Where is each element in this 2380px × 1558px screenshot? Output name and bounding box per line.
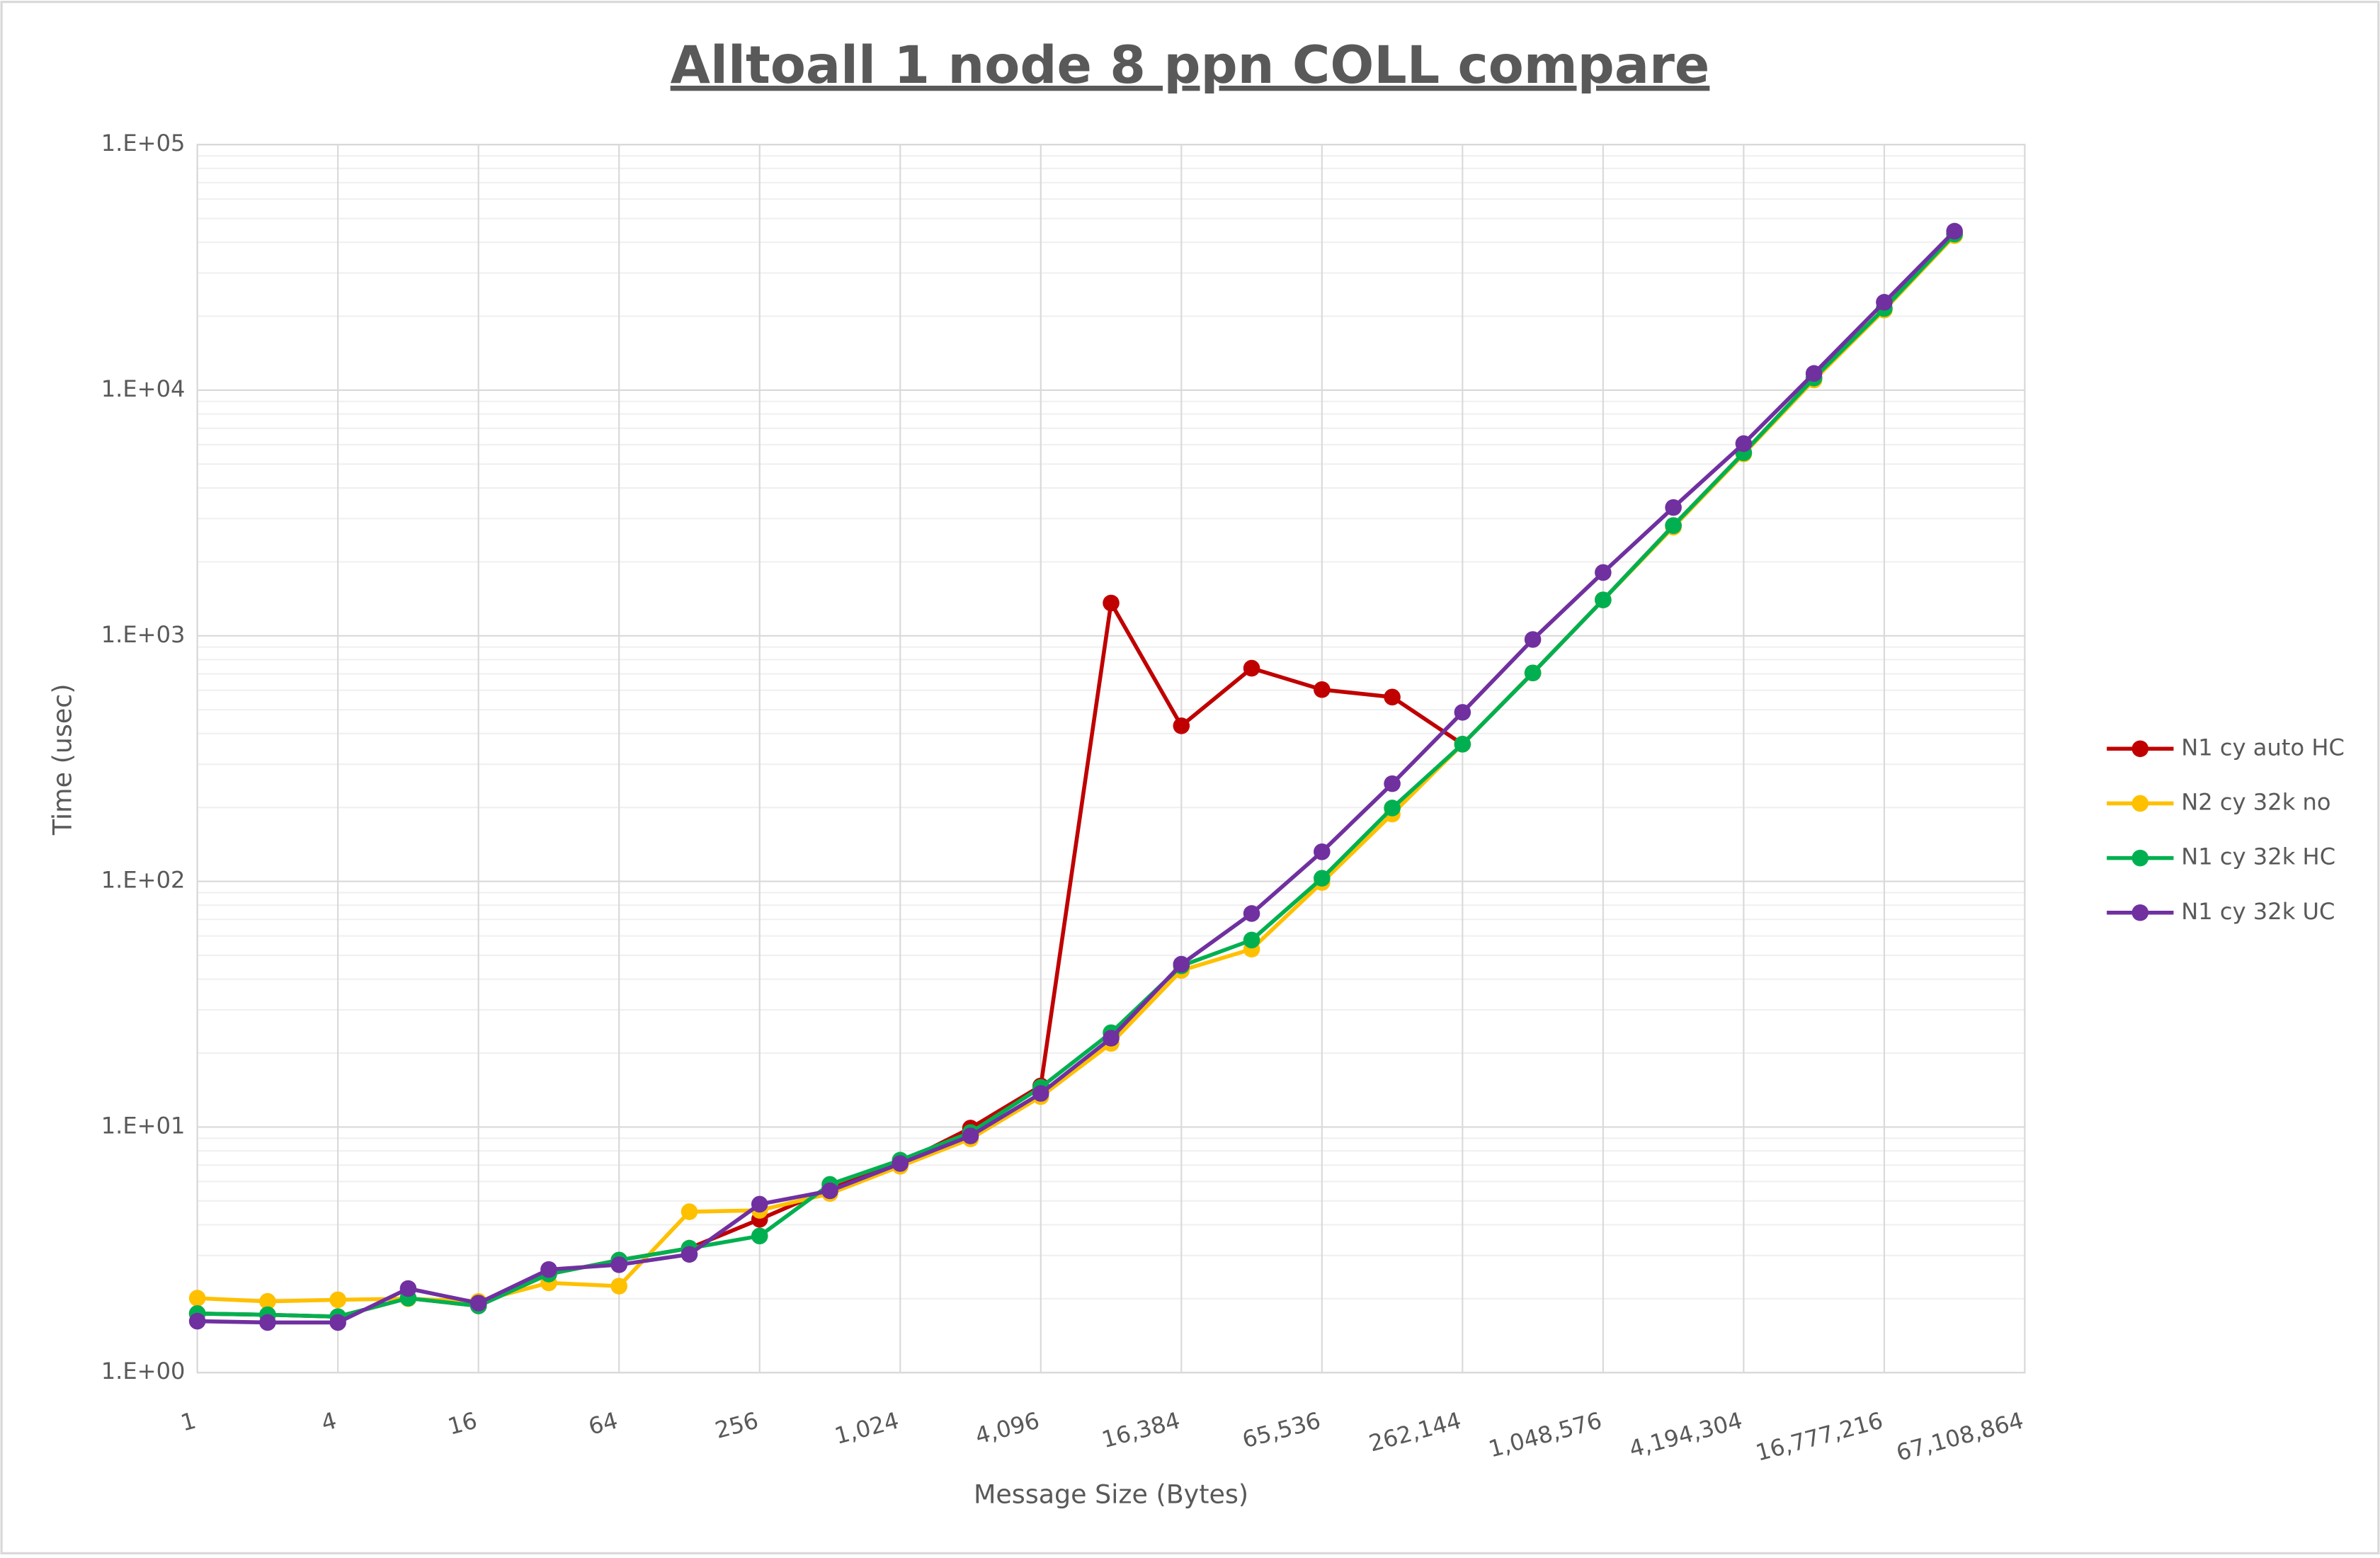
data-point <box>1314 843 1331 860</box>
data-point <box>1032 1085 1049 1102</box>
data-point <box>1314 870 1331 887</box>
y-tick-label: 1.E+00 <box>101 1358 186 1384</box>
data-point <box>1595 591 1612 608</box>
data-point <box>1173 955 1190 973</box>
legend-marker <box>2131 740 2149 758</box>
y-tick-label: 1.E+05 <box>101 130 186 157</box>
data-point <box>399 1280 417 1297</box>
legend-label: N1 cy 32k HC <box>2181 843 2335 870</box>
data-point <box>1103 594 1120 612</box>
data-point <box>1454 704 1471 721</box>
data-point <box>1805 365 1823 382</box>
data-point <box>1524 664 1542 682</box>
data-point <box>1384 688 1401 706</box>
grid: 1.E+001.E+011.E+021.E+031.E+041.E+051 4 16… <box>101 130 2027 1467</box>
plot-border <box>196 144 2026 1374</box>
data-point <box>188 1312 206 1330</box>
legend: N1 cy auto HC N2 cy 32k no N1 cy 32k HC N1 … <box>2107 734 2345 925</box>
data-point <box>1243 659 1260 677</box>
legend-label: N2 cy 32k no <box>2181 788 2330 815</box>
data-point <box>259 1314 276 1331</box>
y-tick-label: 1.E+03 <box>101 621 186 648</box>
series-line <box>197 229 1957 1325</box>
data-point <box>681 1246 698 1263</box>
y-tick-label: 1.E+01 <box>101 1112 186 1139</box>
legend-marker <box>2131 795 2149 812</box>
data-point <box>1595 564 1612 581</box>
data-point <box>821 1182 838 1200</box>
data-point <box>1524 631 1542 648</box>
data-point <box>1665 499 1682 516</box>
x-axis-label: Message Size (Bytes) <box>974 1479 1248 1509</box>
plot-area <box>188 222 1963 1331</box>
data-point <box>1735 435 1753 453</box>
data-point <box>259 1292 276 1310</box>
data-point <box>1454 736 1471 753</box>
data-point <box>1314 681 1331 698</box>
data-point <box>1384 800 1401 817</box>
y-tick-label: 1.E+02 <box>101 867 186 894</box>
y-axis-label: Time (usec) <box>47 683 78 836</box>
data-point <box>1243 905 1260 922</box>
y-tick-label: 1.E+04 <box>101 375 186 402</box>
data-point <box>329 1314 346 1331</box>
data-point <box>540 1261 557 1278</box>
legend-marker <box>2131 904 2149 921</box>
data-point <box>188 1290 206 1307</box>
data-point <box>962 1127 979 1144</box>
data-point <box>1103 1030 1120 1047</box>
data-point <box>1173 717 1190 734</box>
data-point <box>681 1203 698 1220</box>
chart-title: Alltoall 1 node 8 ppn COLL compare <box>671 35 1710 96</box>
legend-label: N1 cy auto HC <box>2181 734 2345 761</box>
data-point <box>610 1278 628 1295</box>
series-line <box>197 232 1957 1319</box>
data-point <box>1243 931 1260 949</box>
data-point <box>751 1227 768 1245</box>
legend-label: N1 cy 32k UC <box>2181 898 2335 925</box>
legend-marker <box>2131 849 2149 867</box>
data-point <box>329 1291 346 1309</box>
data-point <box>610 1256 628 1273</box>
data-point <box>1946 222 1963 240</box>
data-point <box>751 1195 768 1213</box>
data-point <box>892 1155 909 1172</box>
data-point <box>1876 294 1893 311</box>
data-point <box>469 1295 487 1312</box>
data-point <box>1384 775 1401 792</box>
data-point <box>1665 517 1682 534</box>
